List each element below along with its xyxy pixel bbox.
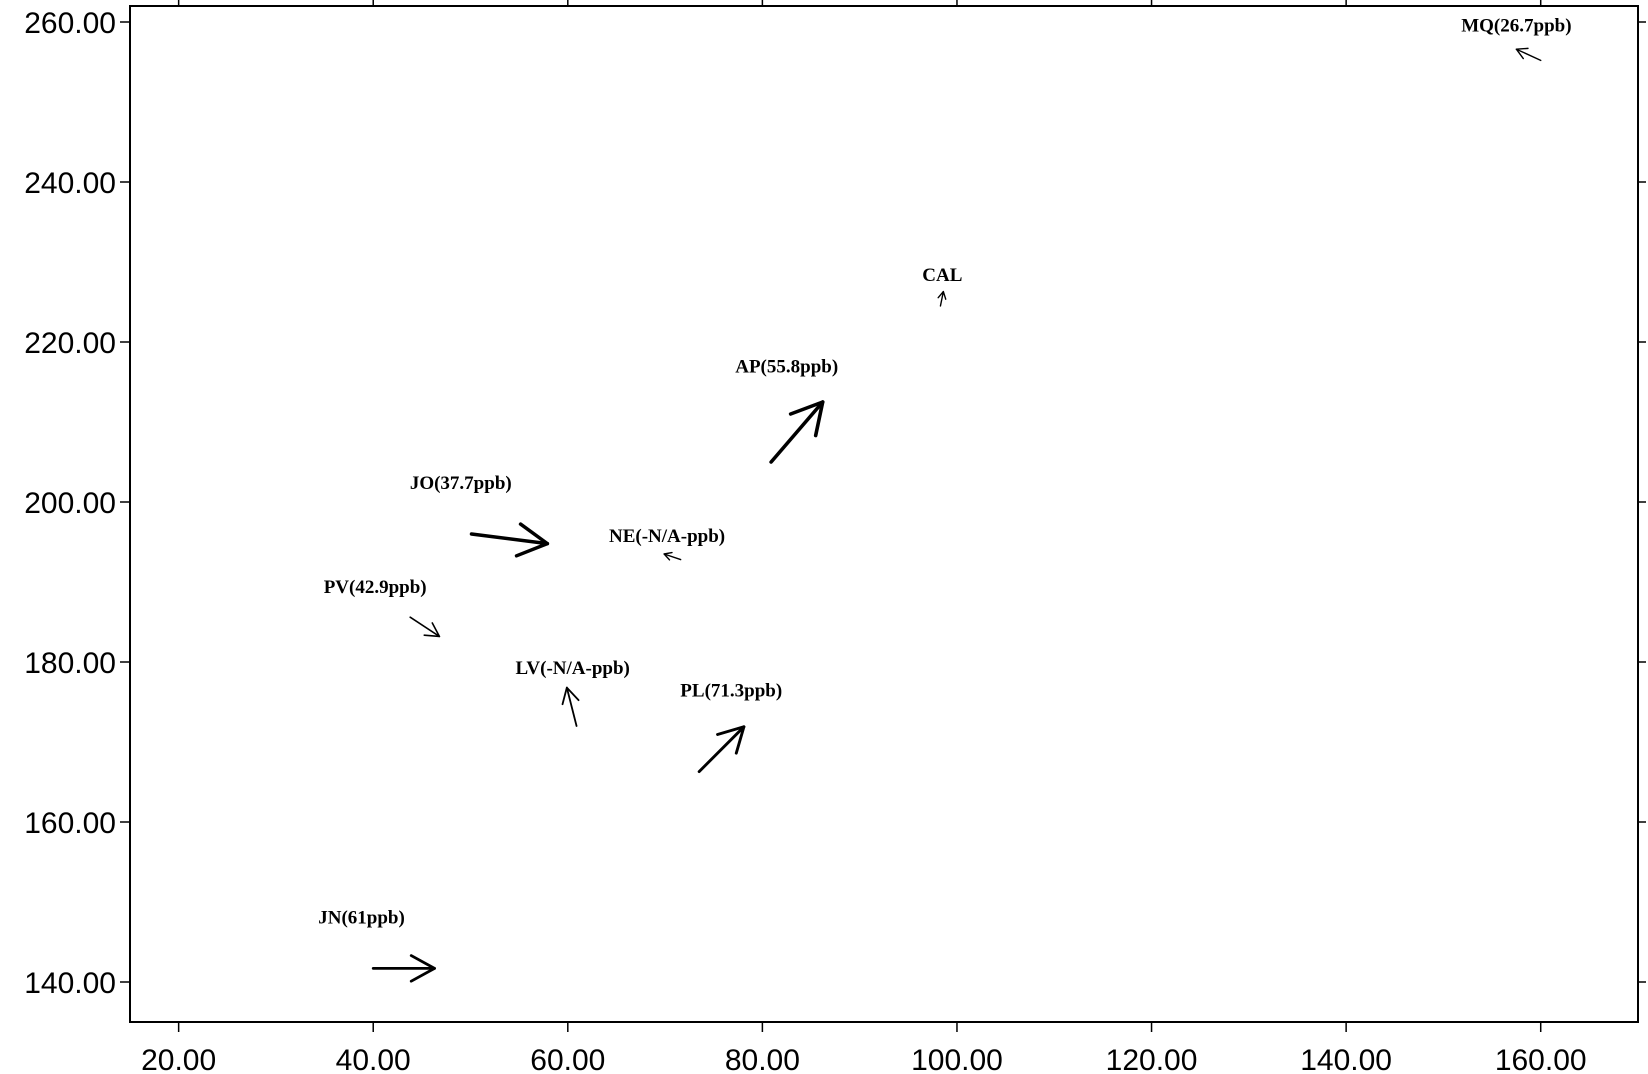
vector-shaft xyxy=(769,400,825,464)
station-label: JN(61ppb) xyxy=(318,908,405,929)
station-label: NE(-N/A-ppb) xyxy=(609,526,725,547)
vector-shaft xyxy=(697,725,746,774)
station-vector: JO(37.7ppb) xyxy=(410,473,550,558)
station-label: CAL xyxy=(922,265,962,286)
x-tick-label: 80.00 xyxy=(725,1044,800,1074)
station-vector: PV(42.9ppb) xyxy=(324,577,441,638)
station-vector: AP(55.8ppb) xyxy=(735,356,838,464)
vector-shaft xyxy=(469,532,550,546)
x-tick-label: 140.00 xyxy=(1300,1044,1392,1074)
station-vector: MQ(26.7ppb) xyxy=(1461,16,1572,62)
x-tick-label: 20.00 xyxy=(141,1044,216,1074)
station-label: PV(42.9ppb) xyxy=(324,577,427,598)
x-tick-label: 60.00 xyxy=(530,1044,605,1074)
y-axis: 140.00 160.00 180.00 200.00 220.00 240.00 260.… xyxy=(24,7,1646,1000)
y-tick-label: 200.00 xyxy=(24,487,116,520)
vector-shaft xyxy=(1515,48,1542,62)
vector-shaft xyxy=(565,686,578,727)
station-label: LV(-N/A-ppb) xyxy=(515,658,629,679)
vector-arrowhead xyxy=(937,290,947,300)
vector-shaft xyxy=(409,616,441,638)
station-label: PL(71.3ppb) xyxy=(680,680,782,701)
y-tick-label: 160.00 xyxy=(24,807,116,840)
station-label: MQ(26.7ppb) xyxy=(1461,16,1571,37)
y-tick-label: 240.00 xyxy=(24,167,116,200)
x-tick-label: 160.00 xyxy=(1495,1044,1587,1074)
x-tick-label: 100.00 xyxy=(911,1044,1003,1074)
x-tick-label: 40.00 xyxy=(336,1044,411,1074)
vector-arrowhead xyxy=(663,551,673,561)
vector-arrowhead xyxy=(1515,47,1529,60)
plot-frame xyxy=(129,5,1639,1023)
x-tick-label: 120.00 xyxy=(1106,1044,1198,1074)
station-vector: LV(-N/A-ppb) xyxy=(515,658,630,727)
vector-arrowhead xyxy=(409,954,436,983)
station-vector: NE(-N/A-ppb) xyxy=(609,526,725,561)
station-vector: CAL xyxy=(922,265,962,307)
y-tick-label: 180.00 xyxy=(24,647,116,680)
vector-arrowhead xyxy=(561,686,580,706)
vector-shaft xyxy=(663,553,682,561)
vector-arrowhead xyxy=(788,400,825,438)
y-tick-label: 220.00 xyxy=(24,327,116,360)
station-vector: PL(71.3ppb) xyxy=(680,680,782,774)
x-axis: 20.00 40.00 60.00 80.00 100.00 120.00 140.00 16… xyxy=(141,0,1587,1074)
station-label: JO(37.7ppb) xyxy=(410,473,512,494)
station-vectors: MQ(26.7ppb) CAL AP(55.8ppb) JO(37.7ppb) NE(-… xyxy=(318,16,1572,983)
vector-arrowhead xyxy=(514,522,550,558)
vector-arrowhead xyxy=(423,622,441,638)
y-tick-label: 140.00 xyxy=(24,967,116,1000)
vector-arrowhead xyxy=(716,725,746,755)
station-vector: JN(61ppb) xyxy=(318,908,436,983)
y-tick-label: 260.00 xyxy=(24,7,116,40)
vector-shaft xyxy=(939,290,945,307)
station-label: AP(55.8ppb) xyxy=(735,356,838,377)
plot-border xyxy=(129,5,1639,1023)
